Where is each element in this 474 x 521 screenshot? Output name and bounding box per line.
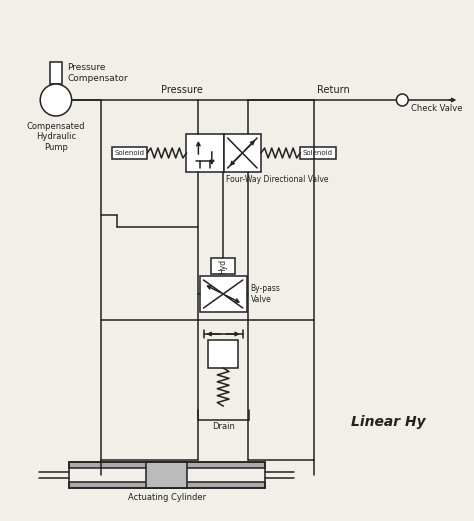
Text: Solenoid: Solenoid [303,150,333,156]
Text: Pressure
Compensator: Pressure Compensator [67,63,128,83]
Text: Return: Return [317,85,350,95]
Circle shape [396,94,408,106]
Bar [69,462,265,468]
Bar [69,462,265,488]
Bar [69,482,265,488]
Text: Hyd: Hyd [219,258,228,274]
Bar [211,258,235,274]
Bar [112,147,147,159]
Text: By-pass
Valve: By-pass Valve [251,284,281,304]
Text: Linear Hy: Linear Hy [351,415,426,429]
Text: Compensated
Hydraulic
Pump: Compensated Hydraulic Pump [27,122,85,152]
Text: Pressure: Pressure [161,85,202,95]
Text: Actuating Cylinder: Actuating Cylinder [128,493,206,502]
Text: Solenoid: Solenoid [115,150,145,156]
Circle shape [40,84,72,116]
Bar [50,62,62,84]
Bar [186,134,224,172]
Text: Drain: Drain [212,422,235,431]
Bar [209,340,238,368]
Bar [300,147,336,159]
Text: Four-Way Directional Valve: Four-Way Directional Valve [226,175,328,184]
Bar [146,462,187,488]
Bar [224,134,261,172]
Text: Check Valve: Check Valve [411,104,463,113]
Bar [200,276,247,312]
